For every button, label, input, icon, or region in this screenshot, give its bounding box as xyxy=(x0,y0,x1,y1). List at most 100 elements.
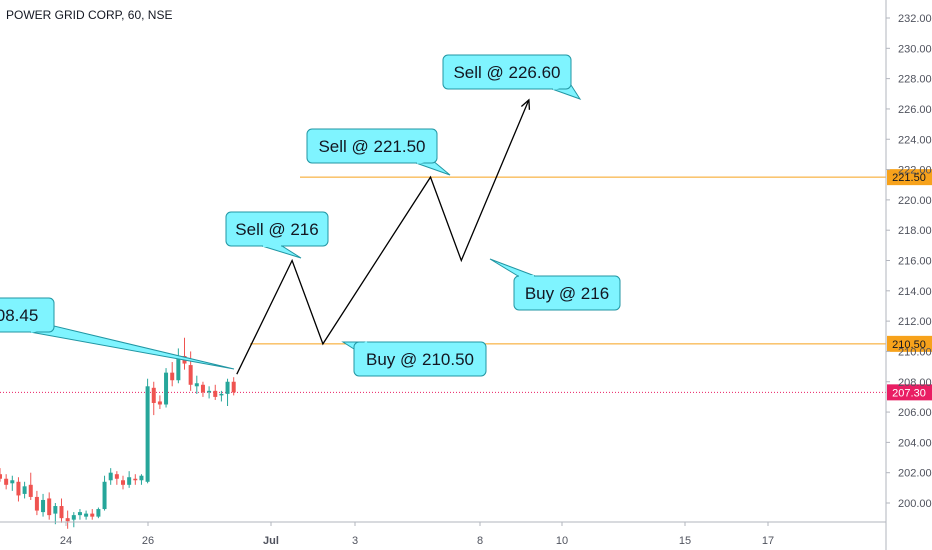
candle xyxy=(102,475,107,511)
y-tick-label: 218.00 xyxy=(898,225,932,237)
candle xyxy=(0,468,2,482)
level-price-tag xyxy=(887,169,932,186)
symbol-title: POWER GRID CORP, 60, NSE xyxy=(6,8,173,22)
projection-layer xyxy=(236,98,531,375)
candle-body xyxy=(96,509,101,517)
candle xyxy=(145,378,150,484)
callout: Buy @ 216 xyxy=(489,258,621,311)
candle xyxy=(219,390,224,402)
y-tick-label: 232.00 xyxy=(898,13,932,25)
candle-body xyxy=(53,506,58,514)
candle xyxy=(194,375,199,394)
candle xyxy=(188,351,193,391)
candle xyxy=(151,381,156,416)
candle-body xyxy=(157,401,162,405)
candle xyxy=(127,471,132,488)
level-price-label: 210.50 xyxy=(892,339,926,351)
y-tick-label: 222.00 xyxy=(898,165,932,177)
projection-path xyxy=(236,99,530,375)
candle-body xyxy=(231,381,236,393)
candle xyxy=(213,384,218,400)
candle-body xyxy=(102,481,107,510)
callout-label: Sell @ 226.60 xyxy=(453,63,560,82)
candle xyxy=(84,510,89,520)
candle xyxy=(28,472,33,500)
x-tick-label: Jul xyxy=(263,535,279,547)
candle-body xyxy=(114,474,119,479)
candle xyxy=(200,381,205,397)
callout-box xyxy=(0,297,55,333)
candle-body xyxy=(77,512,82,516)
y-tick-label: 210.00 xyxy=(898,346,932,358)
y-tick-label: 200.00 xyxy=(898,498,932,510)
projection-arrowhead xyxy=(520,98,531,110)
callout-seam xyxy=(552,84,571,90)
candle-body xyxy=(34,496,39,511)
level-price-label: 221.50 xyxy=(892,172,926,184)
candle xyxy=(4,474,9,490)
y-tick-label: 206.00 xyxy=(898,407,932,419)
candle-body xyxy=(170,372,175,381)
candle-body xyxy=(71,515,76,520)
callout-label: Buy @ 216 xyxy=(525,284,609,303)
callout: Sell @ 216 xyxy=(225,211,329,259)
candle xyxy=(133,474,138,485)
y-tick-label: 230.00 xyxy=(898,43,932,55)
candle-body xyxy=(59,506,64,519)
candle-body xyxy=(219,393,224,396)
callout-label: 08.45 xyxy=(0,306,38,325)
candle xyxy=(225,378,230,406)
candle xyxy=(16,477,21,502)
callout: Sell @ 221.50 xyxy=(306,128,451,176)
candle xyxy=(90,509,95,520)
candle-body xyxy=(213,390,218,397)
candle xyxy=(114,471,119,485)
callout: Buy @ 210.50 xyxy=(341,341,487,377)
candle xyxy=(170,362,175,387)
candle xyxy=(139,474,144,485)
candle xyxy=(207,386,212,399)
candle-body xyxy=(121,480,125,485)
x-tick-label: 8 xyxy=(477,535,483,547)
candle-body xyxy=(207,390,212,393)
candle-body xyxy=(65,518,70,522)
last-price-label: 207.30 xyxy=(892,387,926,399)
y-tick-label: 202.00 xyxy=(898,468,932,480)
callout-box xyxy=(306,128,438,164)
y-tick-label: 208.00 xyxy=(898,377,932,389)
candle-body xyxy=(16,481,21,496)
y-tick-label: 214.00 xyxy=(898,286,932,298)
candle-body xyxy=(41,499,46,513)
callouts-layer: 08.45 Sell @ 216 Buy @ 210.50 Sell @ 221.50… xyxy=(0,54,621,377)
x-tick-label: 10 xyxy=(556,535,568,547)
candle xyxy=(59,498,64,523)
x-tick-label: 26 xyxy=(142,535,154,547)
callout-seam xyxy=(416,159,432,164)
callout: 08.45 xyxy=(0,297,235,370)
candle-body xyxy=(0,474,2,479)
y-tick-label: 228.00 xyxy=(898,74,932,86)
y-tick-label: 212.00 xyxy=(898,316,932,328)
callout-box xyxy=(442,54,572,90)
candle-body xyxy=(22,486,27,494)
candle-body xyxy=(164,372,169,405)
x-tick-label: 24 xyxy=(60,535,72,547)
candle-body xyxy=(127,477,132,485)
candle-body xyxy=(28,484,33,497)
x-tick-label: 15 xyxy=(679,535,691,547)
candle-body xyxy=(133,478,138,481)
candle-body xyxy=(194,383,199,387)
candle xyxy=(164,368,169,408)
callout-label: Sell @ 216 xyxy=(235,220,318,239)
callout-label: Sell @ 221.50 xyxy=(318,137,425,156)
y-tick-label: 204.00 xyxy=(898,437,932,449)
candle-body xyxy=(84,513,89,517)
candle-body xyxy=(151,387,156,403)
levels-layer: 221.50 210.50 207.30 xyxy=(0,169,932,401)
candle-body xyxy=(47,498,52,516)
last-price-tag xyxy=(887,384,932,401)
candle xyxy=(41,493,46,517)
